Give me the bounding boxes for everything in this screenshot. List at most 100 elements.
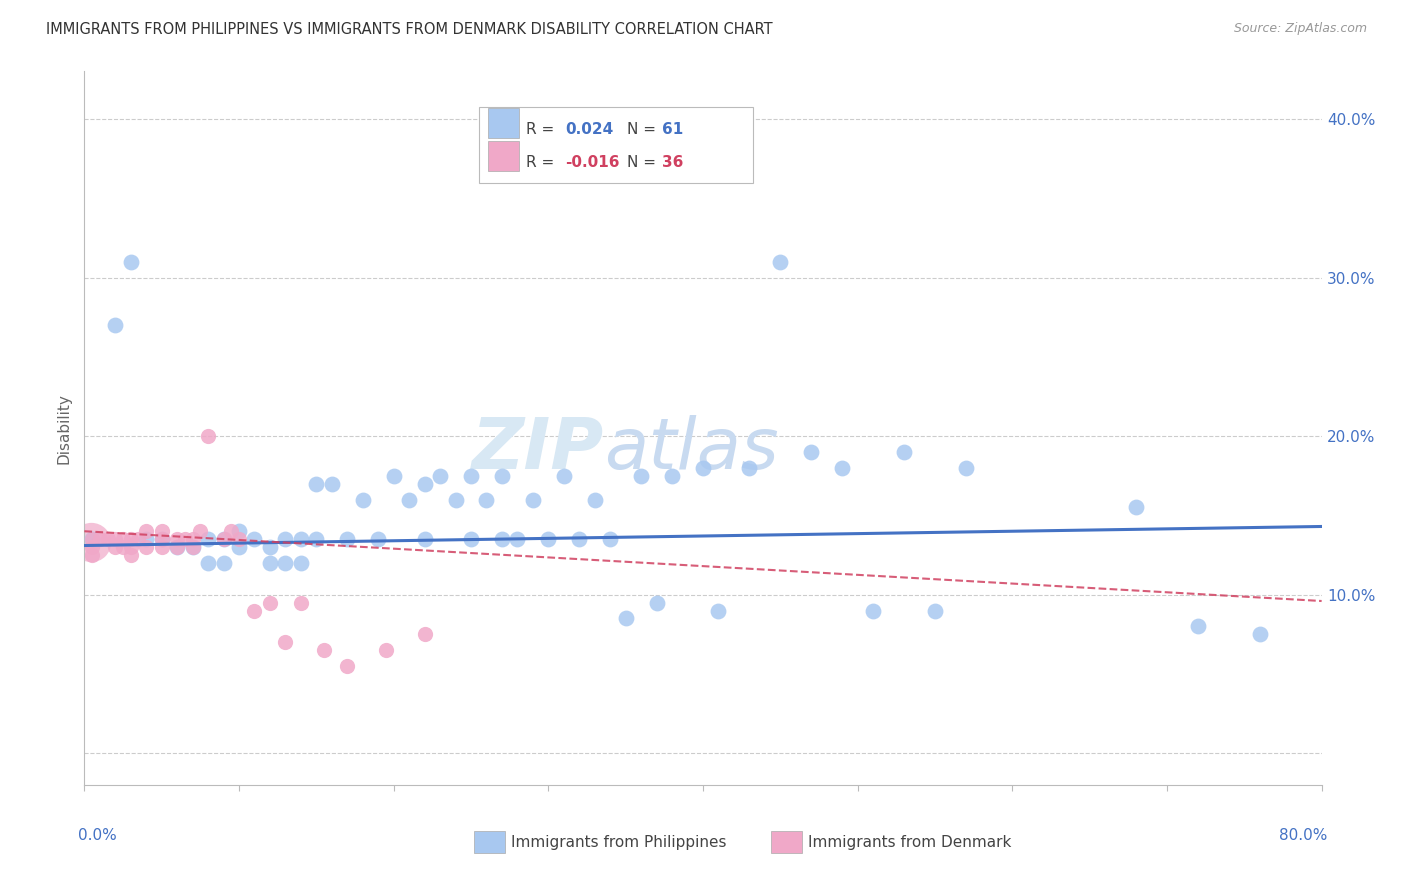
Point: [707, 603, 730, 617]
Point: [112, 532, 135, 546]
Text: N =: N =: [627, 122, 661, 136]
Point: [96, 532, 118, 546]
Point: [274, 556, 297, 570]
Point: [166, 532, 188, 546]
Point: [382, 468, 405, 483]
Point: [135, 532, 157, 546]
Text: IMMIGRANTS FROM PHILIPPINES VS IMMIGRANTS FROM DENMARK DISABILITY CORRELATION CH: IMMIGRANTS FROM PHILIPPINES VS IMMIGRANT…: [46, 22, 773, 37]
Point: [336, 532, 359, 546]
Point: [413, 532, 436, 546]
Text: 36: 36: [662, 155, 683, 169]
Text: ZIP: ZIP: [472, 415, 605, 484]
Text: -0.016: -0.016: [565, 155, 620, 169]
Point: [212, 532, 235, 546]
Text: R =: R =: [526, 122, 558, 136]
Point: [1125, 500, 1147, 515]
Text: R =: R =: [526, 155, 558, 169]
Point: [413, 627, 436, 641]
Point: [112, 540, 135, 554]
Point: [460, 468, 482, 483]
Point: [1187, 619, 1209, 633]
Point: [150, 524, 173, 539]
Point: [290, 532, 312, 546]
Point: [197, 532, 219, 546]
Point: [553, 468, 575, 483]
Point: [645, 596, 668, 610]
Point: [738, 460, 761, 475]
Point: [82, 532, 104, 546]
Point: [181, 540, 204, 554]
Point: [259, 540, 281, 554]
Point: [228, 524, 250, 539]
Point: [506, 532, 529, 546]
Point: [537, 532, 560, 546]
FancyBboxPatch shape: [474, 831, 505, 853]
Point: [150, 532, 173, 546]
Point: [150, 532, 173, 546]
Point: [336, 659, 359, 673]
Point: [82, 540, 104, 554]
Point: [82, 532, 104, 546]
Point: [127, 532, 149, 546]
Point: [630, 468, 652, 483]
Point: [893, 445, 915, 459]
Text: N =: N =: [627, 155, 661, 169]
Point: [491, 468, 513, 483]
Point: [120, 254, 142, 268]
Text: atlas: atlas: [605, 415, 779, 484]
Point: [475, 492, 498, 507]
Point: [522, 492, 544, 507]
Point: [135, 540, 157, 554]
Point: [82, 548, 104, 562]
Point: [429, 468, 451, 483]
Point: [120, 532, 142, 546]
Point: [89, 532, 111, 546]
Point: [188, 524, 211, 539]
FancyBboxPatch shape: [770, 831, 801, 853]
Point: [831, 460, 853, 475]
Point: [583, 492, 606, 507]
Point: [174, 532, 197, 546]
Point: [374, 643, 398, 657]
Text: Source: ZipAtlas.com: Source: ZipAtlas.com: [1233, 22, 1367, 36]
Point: [120, 548, 142, 562]
Point: [352, 492, 374, 507]
Point: [312, 643, 335, 657]
Point: [413, 476, 436, 491]
Point: [955, 460, 977, 475]
Point: [305, 532, 328, 546]
Point: [259, 596, 281, 610]
Point: [614, 611, 637, 625]
Text: 0.024: 0.024: [565, 122, 613, 136]
Point: [274, 635, 297, 649]
Point: [460, 532, 482, 546]
Point: [197, 429, 219, 443]
Point: [290, 556, 312, 570]
Text: 61: 61: [662, 122, 683, 136]
Point: [568, 532, 591, 546]
Point: [135, 524, 157, 539]
Point: [862, 603, 884, 617]
Point: [120, 540, 142, 554]
Point: [219, 524, 242, 539]
Point: [228, 540, 250, 554]
Point: [243, 532, 266, 546]
Point: [274, 532, 297, 546]
Point: [243, 603, 266, 617]
Text: 0.0%: 0.0%: [79, 828, 117, 843]
Point: [79, 534, 101, 549]
Point: [212, 556, 235, 570]
Y-axis label: Disability: Disability: [56, 392, 72, 464]
Point: [398, 492, 420, 507]
Point: [321, 476, 343, 491]
Point: [104, 532, 127, 546]
Point: [800, 445, 823, 459]
Point: [181, 540, 204, 554]
Point: [166, 540, 188, 554]
Point: [228, 532, 250, 546]
Point: [769, 254, 792, 268]
Point: [1249, 627, 1271, 641]
Text: 80.0%: 80.0%: [1279, 828, 1327, 843]
Point: [197, 556, 219, 570]
Point: [367, 532, 389, 546]
